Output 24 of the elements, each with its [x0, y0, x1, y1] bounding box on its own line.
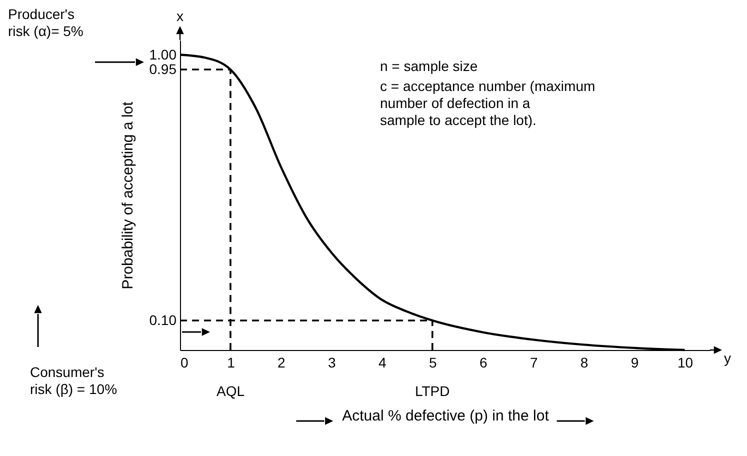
text: y: [724, 350, 731, 366]
text: Producer's risk (α)= 5%: [8, 6, 84, 39]
x-tick-label: 8: [580, 354, 588, 370]
annotation: c = acceptance number (maximum number of defection in a sample to accept the lot).: [380, 78, 596, 128]
x-tick-label: 3: [328, 354, 336, 370]
x-axis-title: Actual % defective (p) in the lot: [342, 408, 550, 424]
x-tick-label: 0: [180, 354, 188, 370]
x-tick-label: 7: [530, 354, 538, 370]
text: x: [176, 8, 184, 24]
x-tick-label: 5: [428, 354, 437, 370]
x-tick-label: 9: [630, 354, 639, 370]
ref-line-label: LTPD: [415, 383, 450, 399]
x-tick-label: 10: [677, 354, 694, 370]
text: Consumer's risk (β) = 10%: [30, 364, 118, 397]
ref-line-label: AQL: [216, 383, 245, 399]
x-tick-label: 1: [227, 354, 236, 370]
x-tick-label: 4: [378, 354, 387, 370]
x-tick-label: 2: [278, 354, 286, 370]
y-tick-label: 0.95: [149, 61, 177, 78]
y-tick-label: 0.10: [149, 312, 177, 328]
annotation: n = sample size: [380, 58, 478, 74]
y-axis-title: Probability of accepting a lot: [119, 100, 136, 290]
x-tick-label: 6: [479, 354, 488, 370]
y-tick-label: 1.00: [149, 46, 177, 62]
